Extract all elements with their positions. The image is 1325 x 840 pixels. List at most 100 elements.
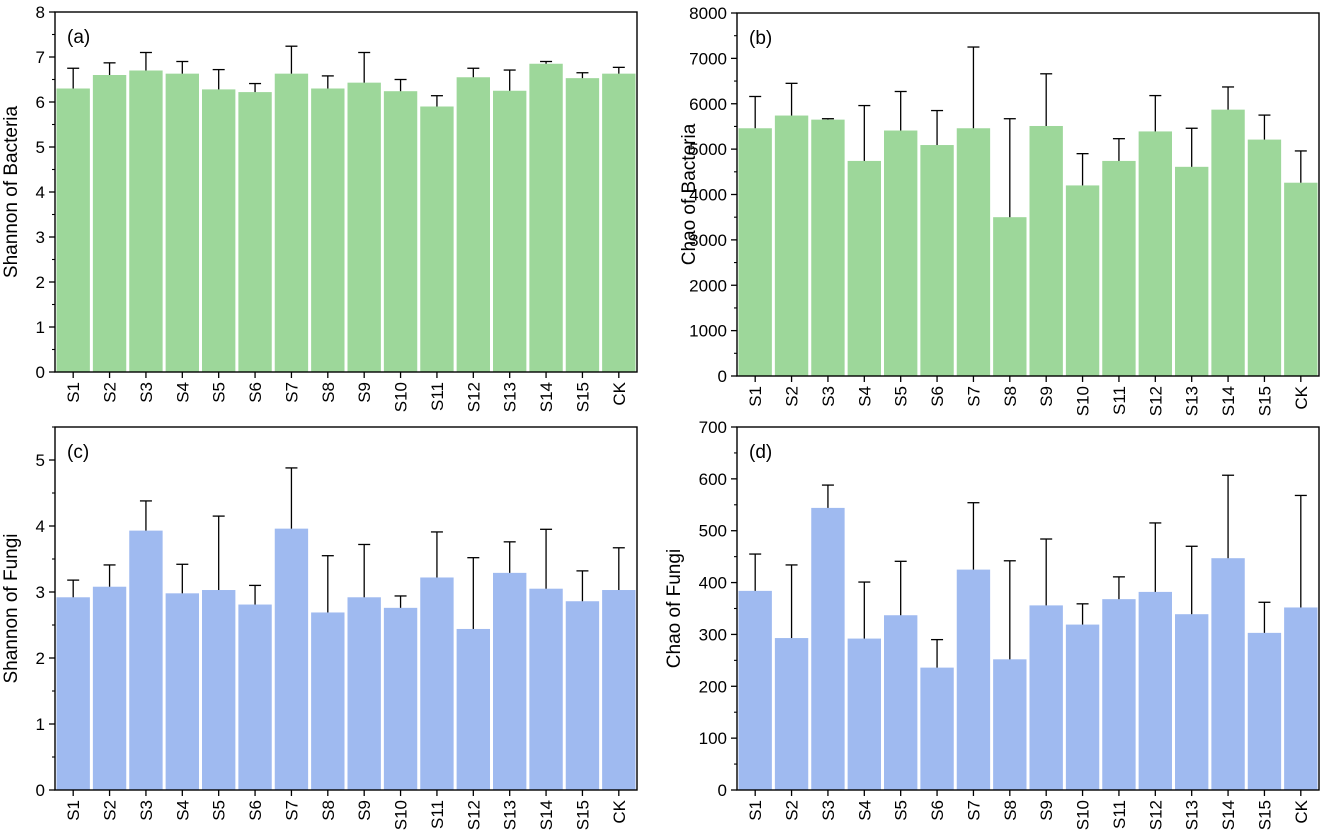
bar-S8 xyxy=(993,217,1027,376)
bar-S14 xyxy=(1211,109,1245,377)
panel-a-bacteria-shannon: 0 1 2 3 4 5 6 7 8 S1 S2 S3 S4 S5 S6 S7 S8 S9 S10 S11 S12 S13 S… xyxy=(1,3,638,412)
y-axis-label: Chao of Fungi xyxy=(664,549,685,668)
bar-CK xyxy=(1284,182,1318,376)
bar-CK xyxy=(1284,607,1318,790)
panel-d-fungi-chao: 0 100 200 300 400 500 600 700 S1 S2 S3 S4 S5 S6 S7 S8 S9… xyxy=(664,418,1320,830)
x-tick-label-S9: S9 xyxy=(355,800,374,821)
y-axis-label: Shannon of Bacteria xyxy=(1,105,22,278)
x-tick-label-S8: S8 xyxy=(319,800,338,821)
bar-S7 xyxy=(956,569,991,790)
x-tick-label-S7: S7 xyxy=(964,386,983,407)
bar-S2 xyxy=(774,115,809,377)
bar-S8 xyxy=(311,612,345,790)
bar-S8 xyxy=(993,659,1027,790)
y-tick-label: 8 xyxy=(36,3,45,22)
x-tick-label-S1: S1 xyxy=(746,386,765,407)
y-tick-label: 700 xyxy=(699,418,727,437)
y-tick-label: 6 xyxy=(36,93,45,112)
y-tick-label: 2000 xyxy=(689,276,727,295)
bar-S8 xyxy=(311,88,345,372)
x-tick-label-S4: S4 xyxy=(855,800,874,821)
x-tick-label-S6: S6 xyxy=(246,382,265,403)
bar-S9 xyxy=(1029,605,1063,790)
x-tick-label-S11: S11 xyxy=(1110,386,1129,415)
x-tick-label-S12: S12 xyxy=(1146,386,1165,416)
bar-S3 xyxy=(129,70,163,372)
x-tick-label-S10: S10 xyxy=(392,382,411,412)
x-tick-label-CK: CK xyxy=(1292,385,1311,409)
x-tick-label-S9: S9 xyxy=(1037,386,1056,407)
bar-S9 xyxy=(347,82,381,373)
y-tick-label: 3 xyxy=(36,583,45,602)
y-tick-label: 7000 xyxy=(689,49,727,68)
x-tick-label-CK: CK xyxy=(1292,799,1311,823)
bar-S13 xyxy=(493,572,527,790)
x-tick-label-S3: S3 xyxy=(137,800,156,821)
bar-S11 xyxy=(420,106,454,372)
bar-S9 xyxy=(347,597,381,790)
y-tick-label: 1 xyxy=(36,715,45,734)
bar-S11 xyxy=(1102,160,1136,376)
x-tick-label-S1: S1 xyxy=(64,382,83,403)
x-tick-label-CK: CK xyxy=(610,799,629,823)
x-tick-label-S10: S10 xyxy=(392,800,411,830)
y-tick-label: 5 xyxy=(36,138,45,157)
y-tick-label: 2 xyxy=(36,273,45,292)
x-tick-label-S12: S12 xyxy=(1146,800,1165,830)
y-tick-label: 3 xyxy=(36,228,45,247)
bar-S9 xyxy=(1029,125,1063,376)
panel-b-bacteria-chao: 0 1000 2000 3000 4000 5000 6000 7000 8000 S1 S2 S3 S… xyxy=(679,4,1320,416)
y-tick-label: 0 xyxy=(718,367,727,386)
bar-S12 xyxy=(456,628,490,790)
x-tick-label-S14: S14 xyxy=(537,800,556,830)
y-tick-label: 8000 xyxy=(689,4,727,23)
x-tick-label-S10: S10 xyxy=(1074,800,1093,830)
x-tick-label-S2: S2 xyxy=(783,800,802,821)
y-tick-label: 4 xyxy=(36,183,45,202)
y-tick-label: 1000 xyxy=(689,322,727,341)
y-axis-label: Shannon of Fungi xyxy=(1,533,22,683)
x-tick-label-S6: S6 xyxy=(246,800,265,821)
bar-S7 xyxy=(274,73,309,373)
bar-S13 xyxy=(1175,614,1209,790)
x-tick-label-S12: S12 xyxy=(464,382,483,412)
y-tick-label: 6000 xyxy=(689,95,727,114)
y-tick-label: 100 xyxy=(699,729,727,748)
y-tick-label: 2 xyxy=(36,649,45,668)
bar-S2 xyxy=(92,586,127,790)
panel-letter: (d) xyxy=(749,442,772,463)
bar-S6 xyxy=(238,604,272,790)
x-tick-label-S7: S7 xyxy=(282,800,301,821)
y-tick-label: 200 xyxy=(699,677,727,696)
x-tick-label-S5: S5 xyxy=(892,386,911,407)
bar-S10 xyxy=(1065,185,1100,376)
x-tick-label-S2: S2 xyxy=(783,386,802,407)
bar-S11 xyxy=(1102,599,1136,790)
y-tick-label: 5000 xyxy=(689,140,727,159)
bar-S3 xyxy=(811,507,845,790)
x-tick-label-CK: CK xyxy=(610,381,629,405)
y-tick-label: 0 xyxy=(718,781,727,800)
x-tick-label-S4: S4 xyxy=(855,386,874,407)
x-tick-label-S12: S12 xyxy=(464,800,483,830)
bar-S1 xyxy=(738,128,772,376)
bar-S10 xyxy=(383,91,418,372)
y-tick-label: 5 xyxy=(36,451,45,470)
bar-S15 xyxy=(1247,139,1282,376)
bar-S1 xyxy=(56,597,90,790)
panel-letter: (b) xyxy=(749,28,772,49)
x-tick-label-S4: S4 xyxy=(173,382,192,403)
y-axis-label: Chao of Bacteria xyxy=(679,123,700,265)
x-tick-label-S3: S3 xyxy=(137,382,156,403)
y-tick-label: 0 xyxy=(36,781,45,800)
x-tick-label-S10: S10 xyxy=(1074,386,1093,416)
x-tick-label-S11: S11 xyxy=(1110,800,1129,829)
x-tick-label-S5: S5 xyxy=(210,382,229,403)
x-tick-label-S13: S13 xyxy=(1183,386,1202,416)
x-tick-label-S14: S14 xyxy=(1219,386,1238,416)
bar-S4 xyxy=(165,73,199,373)
bar-S13 xyxy=(1175,166,1209,376)
x-tick-label-S4: S4 xyxy=(173,800,192,821)
x-tick-label-S15: S15 xyxy=(573,800,592,830)
bar-S4 xyxy=(847,160,881,376)
